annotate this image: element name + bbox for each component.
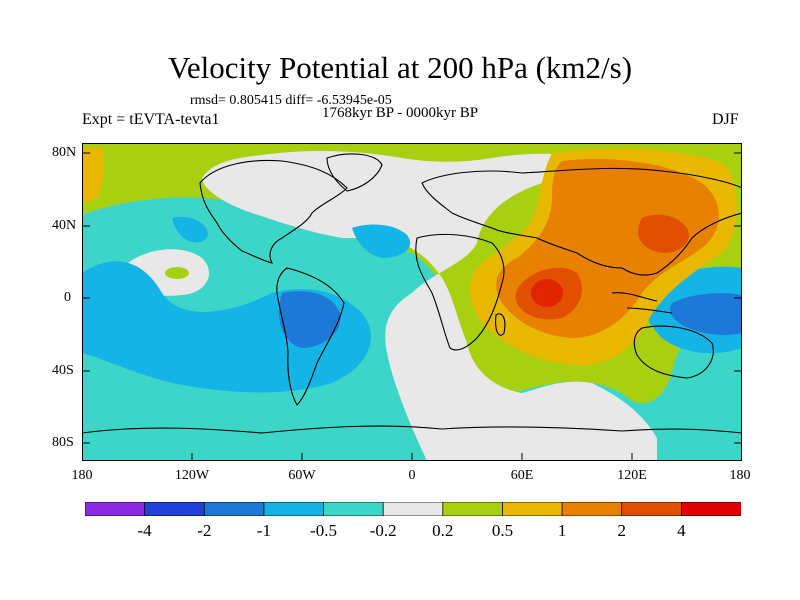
- lat-label-80s: 80S: [52, 435, 74, 450]
- stats-text: rmsd= 0.805415 diff= -6.53945e-05: [190, 93, 392, 108]
- colorbar-swatch-9: [621, 502, 683, 516]
- colorbar-label-5: 0.2: [432, 521, 454, 540]
- colorbar-swatch-6: [442, 502, 504, 516]
- colorbar-label-0: -4: [137, 521, 152, 540]
- colorbar-swatch-0: [85, 502, 146, 516]
- lat-label-40s: 40S: [52, 363, 74, 378]
- coastlines: [82, 153, 742, 434]
- field-peak-positive-2: [637, 214, 690, 253]
- field-peak-spot: [531, 279, 563, 307]
- colorbar: [85, 502, 741, 516]
- colorbar-label-2: -1: [256, 521, 271, 540]
- colorbar-label-3: -0.5: [310, 521, 337, 540]
- coast-africa: [415, 233, 505, 351]
- colorbar-swatch-10: [680, 502, 741, 516]
- coast-north-america: [199, 159, 348, 264]
- lon-label-180w: 180: [71, 468, 93, 483]
- lat-label-80n: 80N: [52, 145, 77, 160]
- colorbar-label-1: -2: [197, 521, 212, 540]
- colorbar-swatch-1: [144, 502, 205, 516]
- field-small-positive: [165, 267, 189, 279]
- field-strong-negative-2: [670, 293, 742, 336]
- velocity-potential-map: [82, 143, 742, 461]
- lon-label-120w: 120W: [174, 468, 210, 483]
- field-neutral-band: [202, 151, 657, 461]
- field-strong-negative: [278, 291, 341, 348]
- map-ticks: [82, 143, 742, 461]
- colorbar-label-7: 1: [557, 521, 567, 540]
- field-negative-band-4: [172, 216, 208, 243]
- coast-madagascar: [495, 313, 506, 336]
- colorbar-label-6: 0.5: [491, 521, 514, 540]
- season-label: DJF: [712, 111, 739, 128]
- lon-label-180e: 180: [729, 468, 751, 483]
- coast-south-america: [276, 267, 345, 406]
- experiment-label: Expt = tEVTA-tevta1: [82, 111, 220, 128]
- lon-label-0: 0: [408, 468, 416, 483]
- coast-indonesia: [611, 292, 673, 314]
- period-text: 1768kyr BP - 0000kyr BP: [322, 105, 479, 121]
- colorbar-label-8: 2: [617, 521, 626, 540]
- colorbar-swatch-2: [203, 502, 265, 516]
- lon-label-120e: 120E: [617, 468, 647, 483]
- colorbar-label-9: 4: [677, 521, 686, 540]
- map-title: Velocity Potential at 200 hPa (km2/s): [167, 50, 633, 85]
- colorbar-swatch-4: [323, 502, 384, 516]
- lat-label-40n: 40N: [52, 218, 77, 233]
- coast-australia: [633, 325, 714, 379]
- colorbar-swatch-7: [502, 502, 563, 516]
- lon-label-60e: 60E: [510, 468, 534, 483]
- coast-europe-asia: [421, 167, 742, 276]
- colorbar-swatch-5: [382, 502, 444, 516]
- coast-antarctica: [82, 425, 742, 434]
- colorbar-swatch-3: [263, 502, 325, 516]
- lat-label-equator: 0: [64, 290, 71, 305]
- colorbar-swatch-8: [561, 502, 623, 516]
- coast-greenland: [326, 153, 383, 192]
- field-negative-band-2: [352, 224, 411, 258]
- lon-label-60w: 60W: [288, 468, 316, 483]
- colorbar-label-4: -0.2: [369, 521, 397, 540]
- field-edge-positive: [82, 148, 105, 203]
